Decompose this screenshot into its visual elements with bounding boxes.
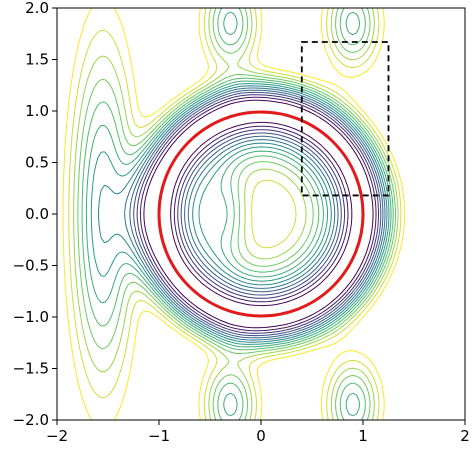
x-tick-label: 0 xyxy=(256,427,266,445)
contour-lines xyxy=(62,7,406,421)
contour-level-10 xyxy=(133,91,382,337)
contour-level-1 xyxy=(68,7,402,421)
y-axis-ticks: −2.0 −1.5 −1.0 −0.5 0.0 0.5 1.0 1.5 2.0 xyxy=(13,0,57,429)
dashed-box xyxy=(300,41,390,197)
contour-level-0 xyxy=(62,7,406,421)
contour-level-11 xyxy=(136,94,379,334)
x-axis-ticks: −2 −1 0 1 2 xyxy=(46,420,470,445)
y-tick-label: 1.0 xyxy=(25,102,49,120)
contour-level-2 xyxy=(73,7,399,421)
y-tick-label: 0.5 xyxy=(25,154,49,172)
contour-level-3 xyxy=(77,7,396,421)
y-tick-label: −1.5 xyxy=(13,360,49,378)
x-tick-label: −2 xyxy=(46,427,68,445)
contour-level-4 xyxy=(81,7,394,421)
contour-level-5 xyxy=(85,11,392,417)
contour-level-8 xyxy=(124,87,386,341)
contour-level-7 xyxy=(98,85,388,343)
y-tick-label: −0.5 xyxy=(13,257,49,275)
y-tick-label: 1.5 xyxy=(25,51,49,69)
x-tick-label: −1 xyxy=(148,427,170,445)
contour-level-13 xyxy=(143,99,374,329)
y-tick-label: 2.0 xyxy=(25,0,49,17)
x-tick-label: 2 xyxy=(460,427,470,445)
contour-level-6 xyxy=(90,83,390,345)
y-tick-label: −2.0 xyxy=(13,411,49,429)
x-tick-label: 1 xyxy=(358,427,368,445)
y-tick-label: 0.0 xyxy=(25,205,49,223)
unit-circle xyxy=(157,110,365,318)
y-tick-label: −1.0 xyxy=(13,308,49,326)
contour-level-9 xyxy=(129,89,384,339)
